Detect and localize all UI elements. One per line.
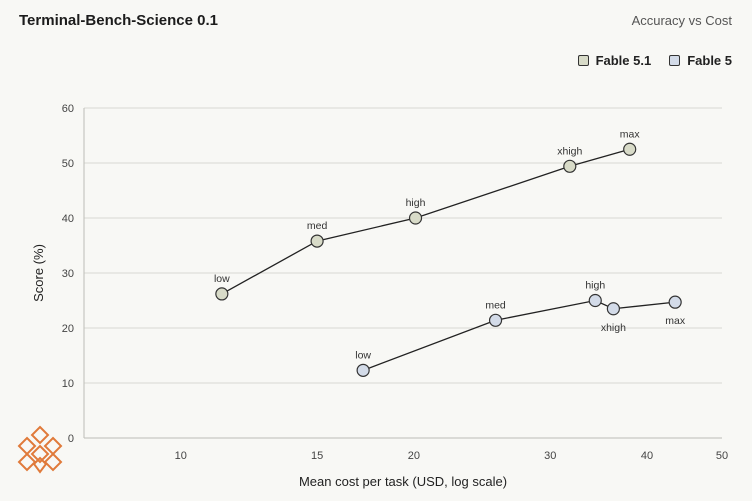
x-tick-label: 30: [544, 450, 556, 462]
chart-subtitle: Accuracy vs Cost: [631, 13, 732, 28]
data-point-label: max: [620, 128, 641, 140]
data-point-label: high: [406, 197, 426, 209]
y-tick-label: 0: [68, 433, 74, 445]
data-point: [408, 211, 423, 225]
data-point-label: low: [214, 273, 230, 285]
x-tick-label: 10: [175, 450, 187, 462]
data-point: [606, 302, 620, 316]
data-point-label: med: [485, 299, 506, 311]
series-line-2: [362, 299, 676, 371]
data-point-label: xhigh: [557, 145, 582, 157]
data-point: [623, 142, 637, 156]
y-tick-label: 20: [62, 323, 74, 335]
data-point-label: med: [307, 220, 328, 232]
data-point-label: high: [585, 280, 605, 292]
data-point: [588, 293, 602, 308]
data-point: [563, 159, 577, 173]
y-tick-label: 60: [62, 103, 74, 115]
x-tick-label: 20: [408, 450, 420, 462]
y-tick-label: 10: [62, 378, 74, 390]
data-point-label: low: [355, 349, 371, 361]
y-axis-label: Score (%): [31, 244, 46, 302]
y-tick-label: 40: [62, 213, 74, 225]
legend-item-series-2: Fable 5: [669, 53, 732, 68]
x-tick-label: 15: [311, 450, 323, 462]
data-point: [215, 287, 229, 301]
x-tick-label: 40: [641, 450, 653, 462]
data-point: [310, 234, 324, 248]
x-axis-label: Mean cost per task (USD, log scale): [299, 474, 507, 489]
legend: Fable 5.1 Fable 5: [577, 53, 732, 68]
y-tick-label: 30: [62, 268, 74, 280]
x-tick-label: 50: [716, 450, 728, 462]
orange-lattice-logo-icon: [17, 425, 63, 474]
chart-title: Terminal-Bench-Science 0.1: [19, 12, 218, 29]
legend-label-series-1: Fable 5.1: [595, 53, 652, 68]
y-tick-label: 50: [62, 158, 74, 170]
data-point-label: xhigh: [601, 322, 626, 334]
legend-swatch-series-2: [669, 55, 681, 66]
legend-item-series-1: Fable 5.1: [577, 53, 652, 68]
data-point-label: max: [665, 315, 686, 327]
data-point: [668, 295, 682, 309]
legend-label-series-2: Fable 5: [687, 53, 732, 68]
data-point: [488, 313, 503, 327]
legend-swatch-series-1: [577, 55, 589, 66]
data-point: [356, 363, 370, 377]
